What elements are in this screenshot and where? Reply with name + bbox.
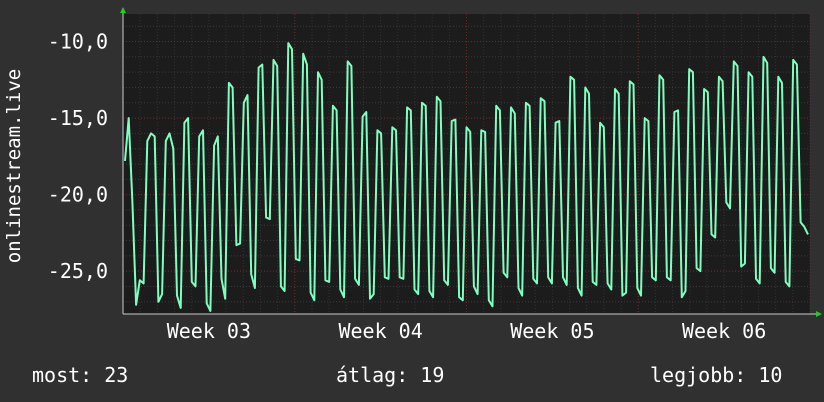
- x-tick-label: Week 06: [682, 319, 766, 343]
- y-tick-label: -25,0: [48, 259, 108, 283]
- series-line: [124, 42, 809, 312]
- y-axis-label: onlinestream.live: [3, 69, 25, 263]
- stat-current: most: 23: [32, 363, 129, 387]
- x-tick-label: Week 05: [510, 319, 594, 343]
- x-tick-label: Week 04: [338, 319, 422, 343]
- y-tick-label: -15,0: [48, 106, 108, 130]
- stat-average: átlag: 19: [336, 363, 445, 387]
- y-tick-label: -20,0: [48, 183, 108, 207]
- stat-best: legjobb: 10: [650, 363, 783, 387]
- x-axis-arrow: [816, 311, 822, 317]
- line-chart: -10,0 -15,0 -20,0 -25,0 Week 03 Week 04 Week 0…: [3, 7, 822, 343]
- y-tick-label: -10,0: [48, 30, 108, 54]
- x-tick-label: Week 03: [167, 319, 251, 343]
- y-axis-arrow: [120, 7, 126, 13]
